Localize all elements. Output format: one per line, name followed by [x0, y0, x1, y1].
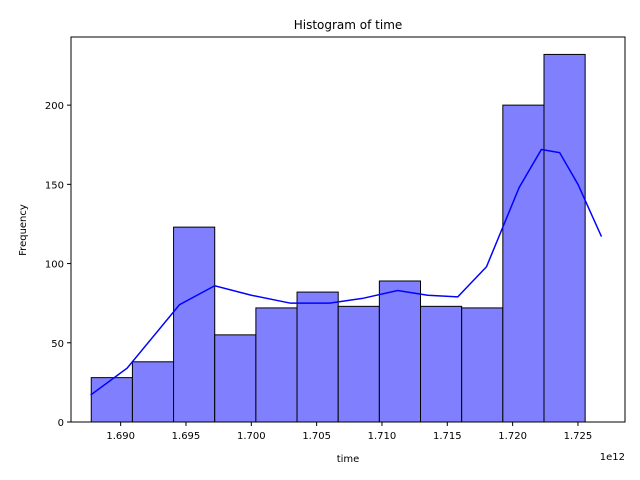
histogram-bar [90, 377, 133, 423]
x-tick-label: 1.695 [172, 431, 201, 442]
x-tick-label: 1.720 [498, 431, 527, 442]
histogram-bar [378, 280, 422, 423]
histogram-bars [90, 53, 586, 423]
y-axis-ticks: 0 50 100 150 200 [45, 101, 71, 429]
x-tick-label: 1.710 [368, 431, 397, 442]
y-tick-label: 50 [51, 339, 64, 350]
y-tick-label: 200 [45, 101, 64, 112]
x-tick-label: 1.715 [433, 431, 462, 442]
chart-title: Histogram of time [294, 18, 403, 32]
histogram-bar [543, 53, 586, 423]
x-tick-label: 1.725 [564, 431, 593, 442]
histogram-bar [461, 307, 504, 423]
histogram-bar [337, 305, 380, 423]
y-tick-label: 0 [58, 418, 64, 429]
y-axis-label: Frequency [18, 204, 29, 256]
plot-frame [70, 36, 626, 423]
histogram-bar [214, 334, 257, 423]
x-axis-label: time [337, 454, 360, 465]
histogram-bar [420, 305, 463, 423]
x-tick-label: 1.700 [237, 431, 266, 442]
x-tick-label: 1.705 [302, 431, 331, 442]
y-tick-label: 100 [45, 260, 64, 271]
y-tick-label: 150 [45, 180, 64, 191]
histogram-bar [173, 226, 216, 423]
histogram-bar [502, 104, 545, 423]
x-tick-label: 1.690 [106, 431, 135, 442]
x-axis-offset-label: 1e12 [600, 452, 625, 463]
histogram-bar [255, 307, 298, 423]
x-axis-ticks: 1.690 1.695 1.700 1.705 1.710 1.715 1.720 1.725 [106, 422, 592, 442]
histogram-bar [131, 361, 175, 423]
histogram-bar [296, 291, 339, 423]
kde-curve [90, 148, 603, 396]
